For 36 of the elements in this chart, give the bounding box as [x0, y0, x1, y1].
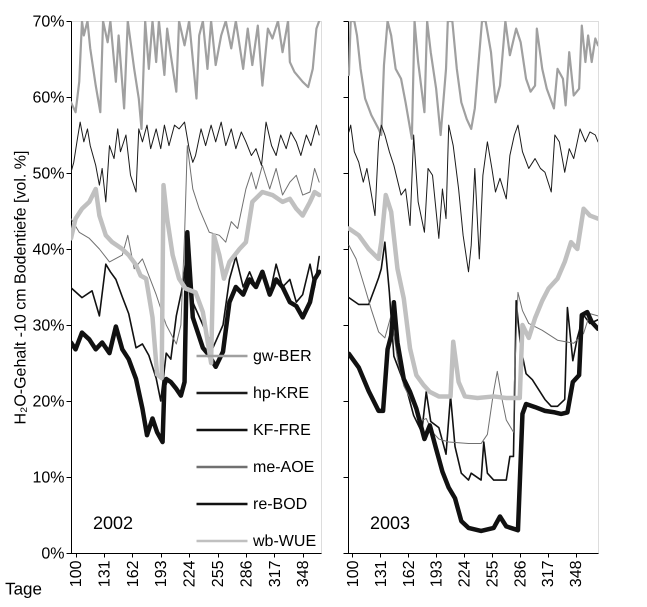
x-axis-title: Tage	[5, 580, 42, 598]
x-tick-label: 131	[372, 560, 390, 588]
annotation: 2002	[93, 513, 134, 533]
y-tick-label: 70%	[32, 14, 64, 30]
annotation: 2003	[370, 513, 410, 533]
x-tick-label: 286	[512, 560, 530, 588]
y-axis-title: H₂O-Gehalt -10 cm Bodentiefe [vol. %]	[12, 150, 30, 424]
x-tick-label: 286	[238, 560, 256, 588]
legend-label: hp-KRE	[253, 385, 310, 402]
legend-label: KF-FRE	[253, 422, 311, 439]
x-tick-label: 255	[210, 560, 228, 588]
y-tick-label: 50%	[32, 166, 64, 182]
y-tick-label: 0%	[41, 546, 64, 562]
legend-label: gw-BER	[253, 348, 312, 365]
x-tick-label: 317	[540, 560, 558, 588]
x-tick-label: 162	[400, 560, 418, 588]
x-tick-label: 131	[96, 560, 114, 588]
x-tick-label: 193	[153, 560, 170, 588]
x-tick-label: 348	[568, 560, 586, 588]
x-tick-label: 348	[295, 560, 312, 588]
x-tick-label: 317	[266, 560, 284, 588]
y-tick-label: 60%	[32, 90, 64, 106]
y-tick-label: 30%	[32, 318, 64, 334]
x-tick-label: 193	[428, 560, 446, 588]
x-tick-label: 255	[484, 560, 502, 588]
x-tick-label: 100	[344, 560, 362, 588]
y-tick-label: 40%	[32, 242, 64, 258]
legend-label: wb-WUE	[252, 533, 316, 550]
x-tick-label: 162	[124, 560, 142, 588]
y-tick-label: 20%	[32, 394, 64, 410]
x-tick-label: 100	[68, 560, 86, 588]
legend-label: me-AOE	[253, 459, 314, 476]
x-tick-label: 224	[456, 560, 474, 588]
y-tick-label: 10%	[32, 470, 64, 486]
legend-label: re-BOD	[253, 496, 308, 513]
x-tick-label: 224	[182, 560, 199, 588]
